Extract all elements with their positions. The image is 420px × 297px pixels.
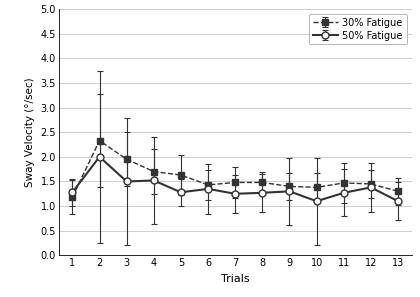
X-axis label: Trials: Trials: [221, 274, 249, 284]
Legend: 30% Fatigue, 50% Fatigue: 30% Fatigue, 50% Fatigue: [310, 14, 407, 45]
Y-axis label: Sway Velocity (°/sec): Sway Velocity (°/sec): [25, 77, 35, 187]
